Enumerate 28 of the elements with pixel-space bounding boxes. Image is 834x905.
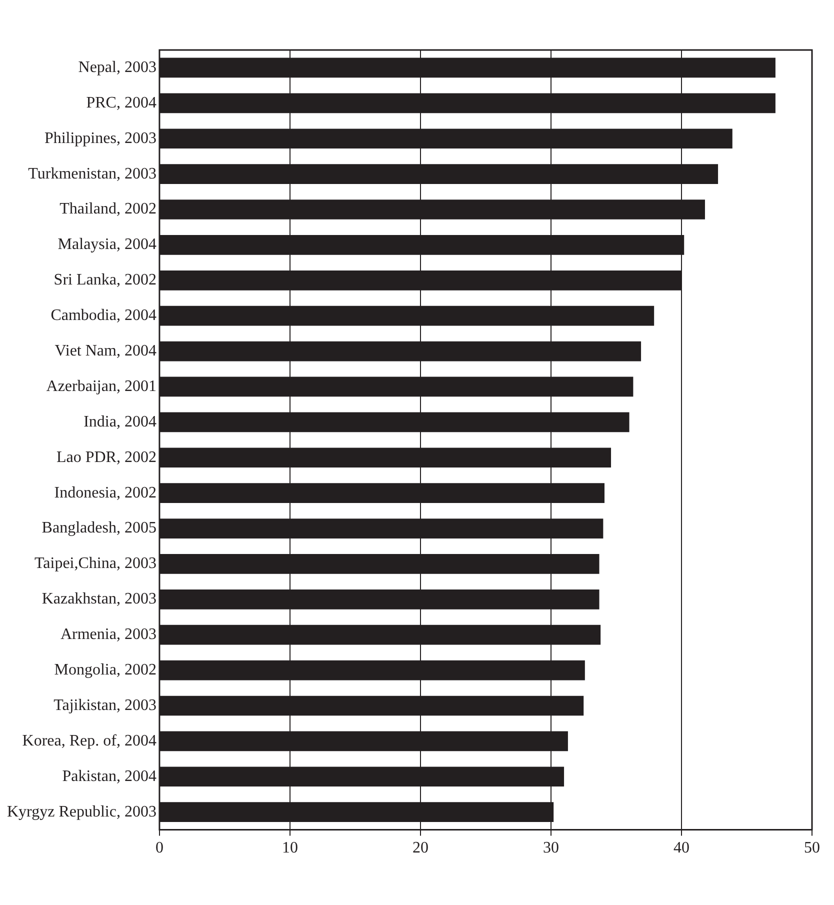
y-tick-label: Bangladesh, 2005: [42, 520, 156, 537]
y-tick-label: PRC, 2004: [86, 94, 156, 112]
y-tick-label: Kyrgyz Republic, 2003: [6, 803, 156, 820]
y-tick-label: Taipei,China, 2003: [34, 555, 156, 572]
x-tick-label: 10: [282, 840, 298, 857]
y-tick-label: Pakistan, 2004: [62, 768, 156, 785]
x-tick-label: 50: [804, 840, 820, 857]
y-tick-label: Cambodia, 2004: [50, 307, 156, 324]
y-tick-label: Viet Nam, 2004: [54, 342, 156, 360]
x-tick-label: 40: [673, 840, 690, 857]
x-tick-label: 20: [412, 840, 428, 857]
y-tick-label: Philippines, 2003: [44, 130, 156, 147]
y-tick-label: Mongolia, 2002: [54, 662, 156, 678]
y-tick-label: Thailand, 2002: [60, 200, 156, 218]
y-tick-label: Tajikistan, 2003: [54, 696, 156, 714]
y-tick-label: Korea, Rep. of, 2004: [22, 732, 156, 750]
y-tick-label: Kazakhstan, 2003: [42, 590, 156, 608]
y-tick-label: Lao PDR, 2002: [56, 448, 156, 466]
y-tick-label: Turkmenistan, 2003: [28, 165, 156, 182]
y-tick-label: Azerbaijan, 2001: [46, 378, 156, 395]
y-tick-label: Nepal, 2003: [78, 58, 156, 76]
y-tick-label: Sri Lanka, 2002: [54, 272, 156, 289]
y-tick-label: Malaysia, 2004: [58, 236, 156, 254]
y-tick-label: Indonesia, 2002: [54, 484, 156, 502]
y-tick-label: Armenia, 2003: [60, 626, 156, 644]
y-tick-label: India, 2004: [84, 413, 156, 430]
x-tick-label: 0: [155, 840, 164, 857]
x-tick-label: 30: [542, 840, 559, 857]
